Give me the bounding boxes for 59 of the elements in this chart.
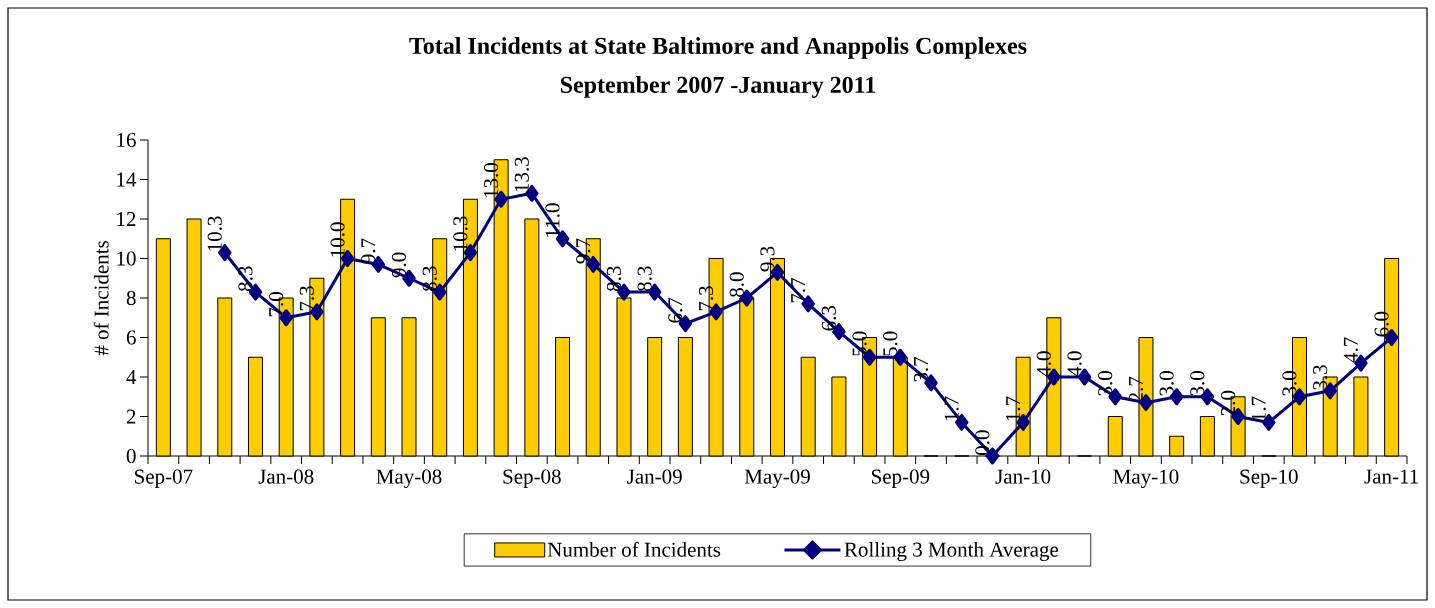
y-tick-label: 16 [117, 132, 136, 148]
chart-subtitle: September 2007 -January 2011 [560, 76, 876, 98]
data-label: 2.7 [1128, 376, 1144, 402]
x-tick-label: Sep-10 [1240, 469, 1298, 488]
data-label: 9.7 [361, 238, 376, 264]
y-tick-label: 0 [126, 448, 136, 464]
y-tick-label: 14 [117, 172, 137, 187]
data-label: 5.0 [883, 331, 898, 356]
data-label: 9.7 [576, 238, 591, 264]
x-tick-label: Jan-09 [627, 469, 682, 484]
x-tick-label: May-09 [744, 469, 810, 489]
data-label: 8.0 [729, 272, 744, 297]
x-tick-label: Jan-11 [1364, 469, 1418, 484]
x-tick-label: May-10 [1113, 469, 1179, 489]
data-label: 7.3 [698, 286, 714, 311]
data-label: 4.0 [1036, 351, 1051, 377]
data-label: 4.0 [1067, 351, 1082, 377]
x-tick-label: Jan-10 [995, 469, 1051, 484]
y-axis-title: # of Incidents [93, 241, 109, 356]
y-tick-label: 8 [126, 290, 136, 306]
x-tick-label: Sep-09 [871, 469, 930, 488]
chart-title: Total Incidents at State Baltimore and Anappolis Complexes [409, 37, 1027, 59]
data-label: 13.0 [483, 163, 499, 198]
x-tick-label: Jan-08 [258, 469, 314, 484]
y-tick-label: 4 [126, 370, 137, 384]
data-label: 7.3 [299, 286, 314, 311]
data-label: 6.3 [821, 305, 836, 331]
data-label: 1.7 [1006, 396, 1021, 421]
data-label: 1.7 [1251, 396, 1266, 421]
data-label: 3.0 [1098, 371, 1113, 396]
data-label: 6.7 [668, 297, 683, 323]
data-label: 13.3 [514, 157, 529, 192]
data-label: 10.3 [453, 216, 468, 251]
data-label: 8.3 [238, 266, 253, 292]
y-tick-label: 2 [126, 409, 136, 424]
data-label: 11.0 [545, 203, 560, 237]
legend-label: Number of Incidents [547, 541, 721, 557]
data-label: 0.0 [975, 430, 990, 455]
data-label: 6.0 [1374, 311, 1389, 337]
data-label: 2.0 [1220, 390, 1236, 416]
data-label: 1.7 [944, 396, 959, 421]
data-label: 8.3 [422, 266, 437, 292]
data-label: 3.0 [1190, 371, 1205, 396]
data-label: 8.3 [606, 266, 622, 292]
y-tick-label: 6 [126, 330, 136, 345]
data-label: 7.0 [269, 292, 284, 317]
x-tick-label: Sep-07 [135, 469, 193, 488]
data-label: 3.3 [1313, 365, 1328, 390]
data-label: 9.0 [391, 252, 407, 278]
data-label: 4.7 [1343, 337, 1358, 363]
data-label: 7.7 [791, 278, 806, 303]
x-tick-label: Sep-08 [503, 469, 561, 488]
data-label: 8.3 [637, 266, 652, 292]
legend-label: Rolling 3 Month Average [844, 541, 1059, 562]
data-label: 10.0 [330, 222, 345, 257]
x-tick-label: May-08 [376, 469, 442, 489]
data-label: 10.3 [207, 216, 222, 251]
y-tick-label: 10 [117, 251, 136, 266]
y-tick-label: 12 [117, 212, 136, 226]
